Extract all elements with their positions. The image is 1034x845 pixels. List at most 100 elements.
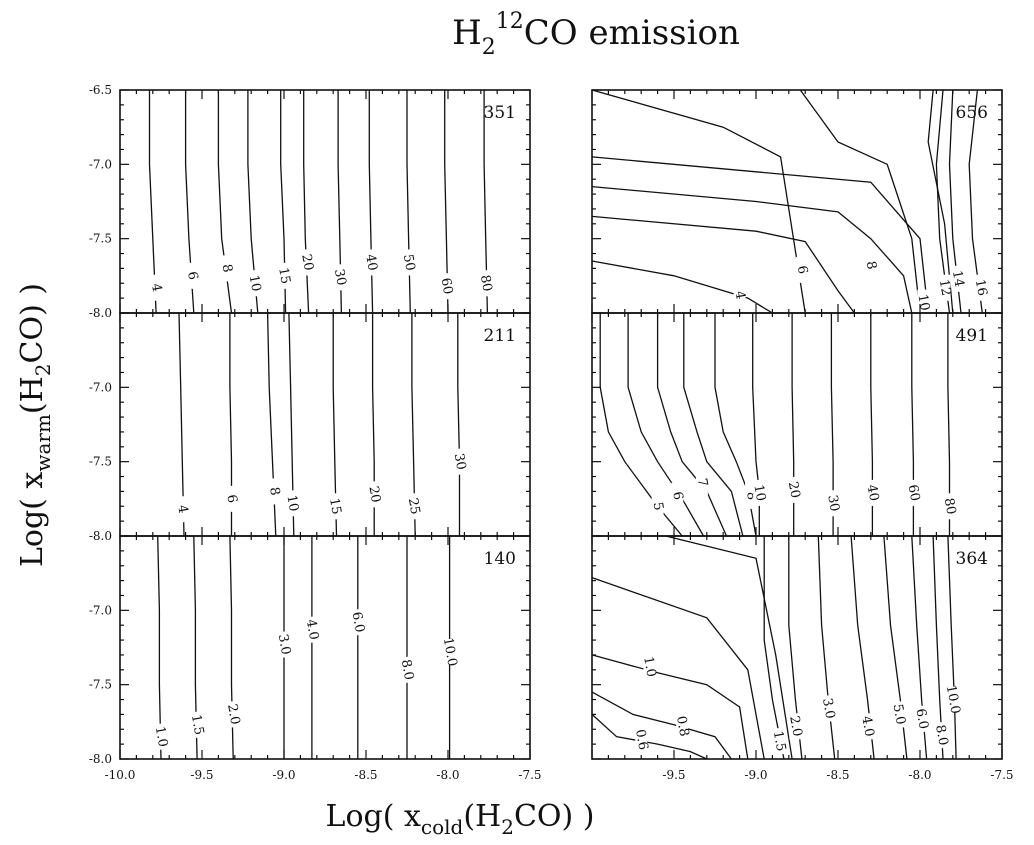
y-tick-label: -6.5 (89, 83, 112, 97)
contour-label-backdrop (822, 695, 835, 722)
contour-label: 4.0 (303, 618, 321, 641)
contour-label: 80 (477, 274, 495, 293)
panel-211: 4 6 810 15 20 25 30 211 -8.0 -7.5 -7.0 (89, 312, 531, 543)
contour-line-1.0 (591, 654, 749, 760)
panel-frame (119, 89, 531, 314)
contour-label-backdrop (479, 270, 492, 297)
contour-label: 15 (326, 497, 344, 516)
contour-label-backdrop (351, 609, 364, 636)
y-tick-label: -8.0 (89, 306, 112, 320)
panel-364: 1.0 0.8 0.6 1.52.0 3.0 4.0 5.0 6.08.0 10.0 364 -9.… (591, 535, 1014, 782)
contour-label: 7 (694, 477, 710, 488)
contour-label-backdrop (974, 274, 987, 301)
y-tick-label: -7.0 (89, 380, 112, 394)
x-tick-label: -8.0 (436, 768, 459, 782)
contour-line-20 (303, 90, 310, 314)
contour-label: 2.0 (786, 715, 804, 738)
contour-line-6 (591, 215, 855, 314)
y-axis-label: Log( xwarm(H2CO) ) (15, 283, 55, 567)
contour-label-backdrop (864, 252, 877, 279)
contour-label: 6 (223, 493, 239, 504)
contour-label-backdrop (946, 686, 959, 713)
panel-351: 4 6 8 10 15 20 30 40 50 60 80 351 -8.0 -7.5 -7.0 -6.5 (89, 83, 531, 320)
panel-140: 1.0 1.5 2.0 3.0 4.0 6.0 8.0 10.0 140 -8.0 -7.5 -7.0… (89, 535, 542, 782)
contour-label: 15 (275, 266, 293, 285)
contour-label: 40 (864, 483, 882, 502)
contour-label: 50 (400, 253, 418, 272)
contour-line-6 (627, 313, 705, 537)
contour-label-backdrop (795, 256, 808, 283)
contour-label: 10 (246, 274, 264, 293)
contour-label: 4.0 (858, 715, 876, 738)
contour-label-backdrop (268, 478, 281, 505)
contour-label-backdrop (227, 701, 240, 728)
contour-label: 6 (794, 265, 810, 276)
panel-number: 140 (484, 549, 516, 569)
y-tick-label: -8.0 (89, 752, 112, 766)
contour-line-40 (368, 90, 374, 314)
contour-label-backdrop (772, 728, 785, 755)
contour-line-unlabeled-1 (591, 576, 765, 760)
y-tick-label: -7.5 (89, 232, 112, 246)
y-tick-label: -7.5 (89, 455, 112, 469)
contour-label-backdrop (300, 249, 313, 276)
contour-label-backdrop (635, 726, 648, 753)
contour-label: 10 (914, 293, 932, 312)
contour-line-8 (591, 185, 913, 314)
contour-line-5.0 (883, 535, 908, 760)
panel-number: 364 (956, 549, 988, 569)
contour-line-unlabeled-2 (927, 89, 954, 314)
contour-label-backdrop (651, 493, 664, 520)
contour-label: 30 (331, 268, 349, 287)
figure-title: H212CO emission (452, 9, 740, 60)
contour-label: 8 (218, 263, 234, 274)
contour-label: 40 (362, 253, 380, 272)
contour-label: 6.0 (912, 707, 930, 730)
contour-label-backdrop (407, 493, 420, 520)
contour-label: 8 (743, 490, 759, 501)
contour-label-backdrop (176, 496, 189, 523)
contour-label: 20 (785, 480, 803, 499)
contour-label: 6.0 (349, 611, 367, 634)
contour-label: 5.0 (890, 703, 908, 726)
contour-label-backdrop (935, 722, 948, 749)
contour-label-backdrop (938, 274, 951, 301)
contour-line-50 (406, 90, 411, 314)
contour-label-backdrop (248, 270, 261, 297)
contour-label-backdrop (915, 705, 928, 732)
contour-label-backdrop (951, 265, 964, 292)
contour-label: 25 (405, 497, 423, 516)
contour-label: 20 (298, 253, 316, 272)
contour-label: 1.5 (188, 713, 206, 736)
contour-label: 16 (972, 278, 990, 297)
contour-label: 60 (438, 277, 456, 296)
contour-label: 30 (824, 494, 842, 513)
x-tick-label: -9.5 (190, 768, 213, 782)
x-tick-label: -7.5 (518, 768, 541, 782)
contour-label-backdrop (333, 264, 346, 291)
x-tick-label: -8.5 (354, 768, 377, 782)
panel-frame (119, 535, 531, 760)
panel-number: 211 (484, 326, 516, 346)
contour-label: 30 (451, 452, 469, 471)
contour-line-30 (457, 313, 461, 536)
contour-line-10 (752, 313, 760, 536)
y-tick-label: -7.5 (89, 678, 112, 692)
x-axis-label: Log( xcold(H2CO) ) (326, 799, 595, 839)
contour-label: 4 (174, 504, 190, 515)
contour-label: 0.8 (673, 715, 691, 738)
x-tick-label: -9.5 (662, 768, 685, 782)
contour-label-backdrop (753, 479, 766, 506)
contour-line-unlabeled-0 (665, 535, 793, 760)
contour-line-unlabeled-3 (683, 313, 744, 537)
contour-label-backdrop (943, 493, 956, 520)
y-tick-label: -7.0 (89, 157, 112, 171)
panel-number: 656 (956, 103, 988, 123)
contour-label-backdrop (866, 479, 879, 506)
contour-label: 8.0 (398, 658, 416, 681)
contour-label-backdrop (402, 249, 415, 276)
contour-label-backdrop (892, 701, 905, 728)
contour-label-backdrop (225, 485, 238, 512)
contour-label-backdrop (733, 282, 746, 309)
